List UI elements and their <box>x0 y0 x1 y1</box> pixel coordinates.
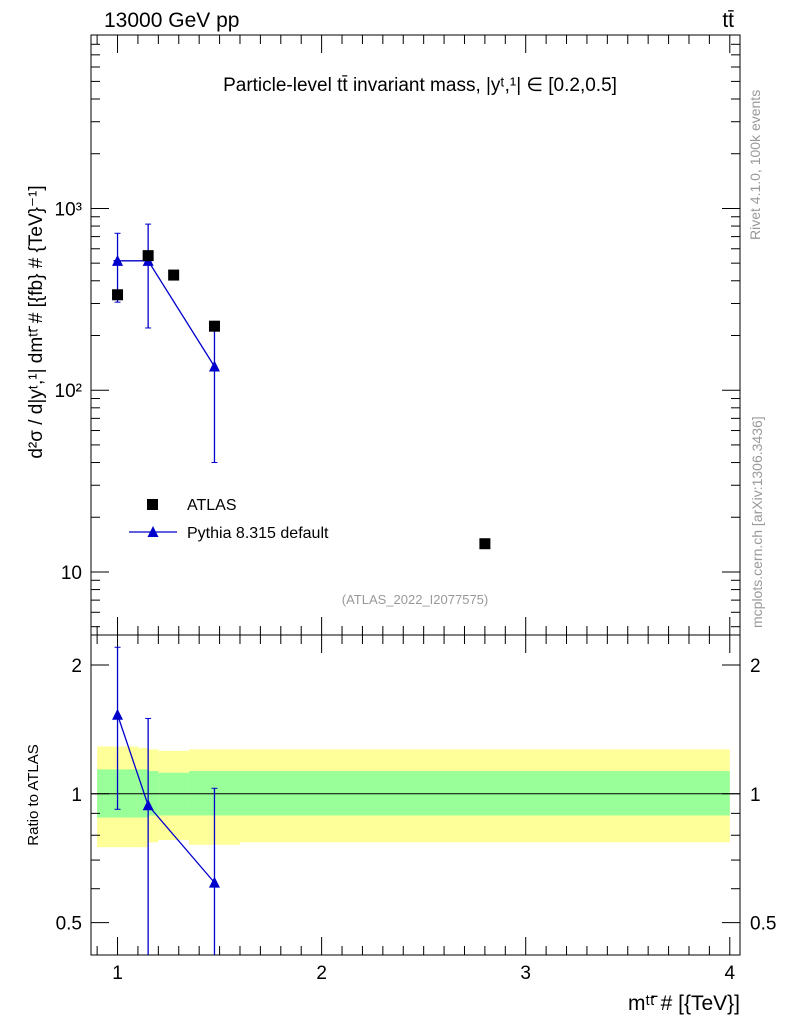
legend-pythia-marker <box>147 526 159 537</box>
x-tick-label: 2 <box>316 963 327 984</box>
ratio-pythia-point <box>112 708 124 720</box>
atlas-data-point <box>168 269 180 281</box>
main-y-tick-label: 10 <box>61 563 82 584</box>
x-axis-title: mᵗᵗ̄ # [{TeV}] <box>628 992 740 1015</box>
legend: ATLAS Pythia 8.315 default <box>129 497 329 542</box>
analysis-tag: (ATLAS_2022_I2077575) <box>342 592 488 607</box>
x-tick-label: 4 <box>725 963 736 984</box>
ratio-y-tick-label-right: 0.5 <box>750 914 776 935</box>
x-tick-label: 3 <box>520 963 531 984</box>
pythia-point <box>112 254 124 266</box>
band-inner-segment <box>239 771 730 816</box>
x-tick-label: 1 <box>112 963 123 984</box>
chart-title: Particle-level tt̄ invariant mass, |yᵗ,¹… <box>223 75 617 96</box>
ratio-y-tick-label: 2 <box>71 656 82 677</box>
pythia-series-line <box>113 260 216 367</box>
rivet-label: Rivet 4.1.0, 100k events <box>747 90 763 240</box>
legend-atlas-marker <box>147 499 158 510</box>
ratio-y-tick-label: 0.5 <box>56 914 82 935</box>
atlas-data-point <box>208 320 220 332</box>
pythia-point <box>208 360 220 372</box>
main-y-tick-label: 10³ <box>55 199 82 220</box>
ratio-y-tick-label-right: 2 <box>750 656 761 677</box>
mcplots-label: mcplots.cern.ch [arXiv:1306.3436] <box>749 416 765 628</box>
ratio-pythia-point <box>208 876 220 888</box>
ratio-plot-frame <box>90 634 741 956</box>
main-plot-frame <box>90 34 741 636</box>
atlas-data-point <box>479 538 491 550</box>
main-panel: 10 10² 10³ <box>55 34 741 636</box>
main-y-axis-title: d²σ / d|yᵗ,¹| dmᵗᵗ̄ # [{fb} # {TeV}⁻¹] <box>26 185 47 458</box>
energy-label: 13000 GeV pp <box>104 9 239 32</box>
ratio-y-tick-label: 1 <box>71 785 82 806</box>
main-y-tick-label: 10² <box>55 381 82 402</box>
ratio-y-axis-title: Ratio to ATLAS <box>25 744 42 845</box>
legend-atlas-label: ATLAS <box>187 497 237 514</box>
atlas-data-point <box>112 289 124 301</box>
band-inner-segment <box>148 771 159 816</box>
process-label: tt̄ <box>722 9 734 32</box>
ratio-y-tick-label-right: 1 <box>750 785 761 806</box>
ratio-pythia-point <box>142 799 154 811</box>
atlas-data-point <box>142 250 154 262</box>
legend-pythia-label: Pythia 8.315 default <box>187 525 329 542</box>
ratio-panel: 1 2 3 4 0.5 0.5 1 1 2 2 <box>56 634 776 984</box>
